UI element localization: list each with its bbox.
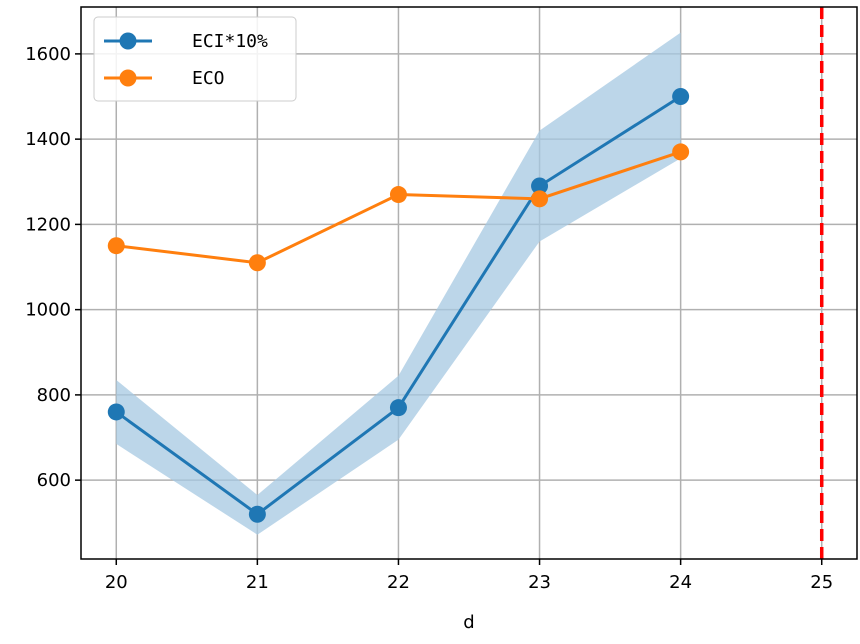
data-point — [531, 177, 549, 195]
x-tick-label: 22 — [387, 572, 410, 593]
y-tick-label: 1200 — [25, 214, 71, 235]
data-point — [248, 505, 266, 523]
data-point — [672, 88, 690, 106]
legend-label: ECI*10% — [192, 31, 268, 52]
y-axis-ticks: 600 800 1000 1200 1400 1600 — [25, 44, 81, 491]
x-tick-label: 21 — [246, 572, 269, 593]
confidence-band — [116, 32, 681, 535]
data-point — [531, 190, 549, 208]
data-point — [107, 237, 125, 255]
data-point — [389, 399, 407, 417]
y-tick-label: 800 — [37, 385, 71, 406]
y-tick-label: 600 — [37, 470, 71, 491]
series-layer — [107, 88, 690, 523]
legend-marker — [119, 69, 137, 87]
y-tick-label: 1000 — [25, 300, 71, 321]
data-point — [107, 403, 125, 421]
x-tick-label: 20 — [105, 572, 128, 593]
x-tick-label: 24 — [669, 572, 692, 593]
y-tick-label: 1600 — [25, 44, 71, 65]
legend-marker — [119, 32, 137, 50]
plot-frame — [80, 6, 858, 560]
x-axis-label: d — [463, 612, 474, 633]
x-tick-label: 25 — [810, 572, 833, 593]
legend-label: ECO — [192, 68, 225, 89]
legend: ECI*10% ECO — [93, 16, 297, 102]
y-tick-label: 1400 — [25, 129, 71, 150]
confidence-band-layer — [116, 32, 681, 535]
x-tick-label: 23 — [528, 572, 551, 593]
data-point — [672, 143, 690, 161]
data-point — [389, 186, 407, 204]
x-axis-ticks: 20 21 22 23 24 25 — [105, 559, 833, 593]
data-point — [248, 254, 266, 272]
legend-box — [93, 16, 297, 102]
